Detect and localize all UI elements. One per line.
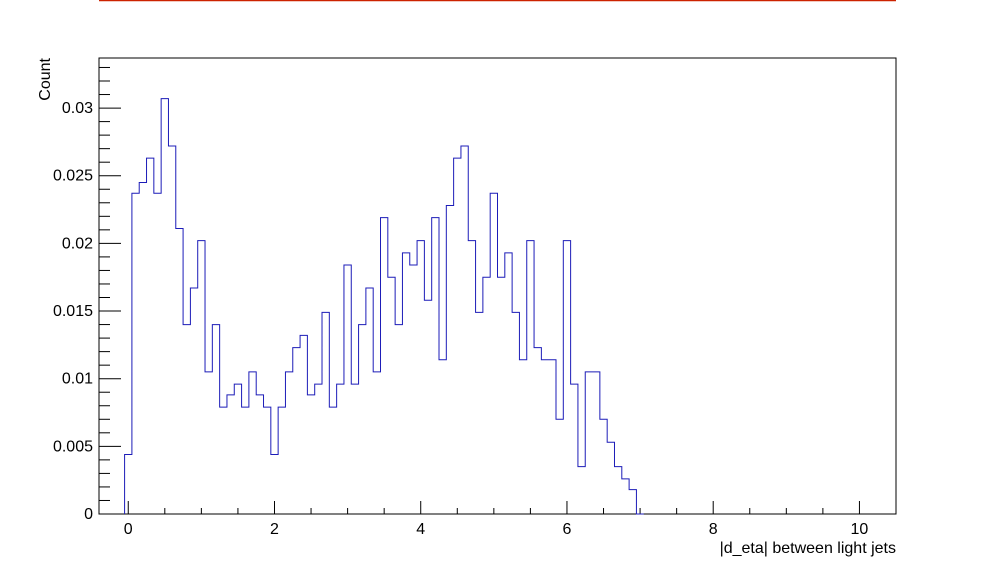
histogram-bin — [505, 253, 512, 514]
histogram-bin — [168, 146, 175, 514]
histogram-bin — [293, 348, 300, 514]
histogram-bin — [242, 407, 249, 514]
histogram-bin — [190, 288, 197, 514]
y-tick-label: 0 — [84, 506, 93, 523]
histogram-bin — [556, 419, 563, 514]
histogram-bin — [483, 277, 490, 514]
histogram-bin — [183, 325, 190, 514]
histogram-bin — [154, 193, 161, 514]
histogram-bin — [212, 325, 219, 514]
y-axis-ticks — [99, 66, 121, 515]
histogram-bin — [359, 325, 366, 514]
histogram-bin — [614, 467, 621, 514]
y-axis-tick-labels: 0 0.005 0.01 0.015 0.02 0.025 0.03 — [53, 100, 93, 523]
histogram-bin — [256, 395, 263, 514]
histogram-bin — [227, 395, 234, 514]
histogram-bin — [322, 312, 329, 514]
histogram-bin — [534, 348, 541, 514]
histogram-bin — [417, 241, 424, 514]
histogram-bin — [132, 193, 139, 514]
histogram-bin — [607, 442, 614, 514]
histogram-bin — [585, 372, 592, 514]
histogram-bin — [337, 384, 344, 514]
histogram-bin — [395, 325, 402, 514]
histogram-bin — [512, 312, 519, 514]
y-tick-label: 0.01 — [62, 371, 93, 388]
histogram-bin — [205, 372, 212, 514]
histogram-bin — [563, 241, 570, 514]
x-axis-tick-labels: 0 2 4 6 8 10 — [124, 521, 869, 538]
histogram-bin — [541, 360, 548, 514]
y-tick-label: 0.02 — [62, 235, 93, 252]
y-tick-label: 0.015 — [53, 303, 93, 320]
x-axis-ticks — [127, 501, 860, 514]
x-tick-label: 4 — [416, 521, 425, 538]
histogram-bin — [351, 384, 358, 514]
histogram-bin — [549, 360, 556, 514]
histogram-bin — [476, 312, 483, 514]
plot-frame — [98, 57, 897, 515]
histogram-bin — [439, 360, 446, 514]
x-tick-label: 10 — [851, 521, 869, 538]
histogram-bin — [468, 241, 475, 514]
histogram-bin — [176, 228, 183, 514]
x-tick-label: 8 — [709, 521, 718, 538]
histogram-bin — [461, 146, 468, 514]
histogram-series-line — [124, 98, 644, 515]
histogram-bin — [571, 384, 578, 514]
y-tick-label: 0.025 — [53, 168, 93, 185]
histogram-bin — [578, 467, 585, 514]
histogram-bin — [198, 241, 205, 514]
y-tick-label: 0.03 — [62, 100, 93, 117]
histogram-bin — [593, 372, 600, 514]
histogram-bin — [600, 419, 607, 514]
histogram-bin — [264, 407, 271, 514]
histogram-bin — [344, 265, 351, 514]
histogram-bin — [300, 335, 307, 514]
histogram-bin — [234, 384, 241, 514]
histogram-bin — [402, 253, 409, 514]
histogram-bin — [454, 158, 461, 514]
histogram-bin — [446, 205, 453, 514]
x-tick-label: 0 — [124, 521, 133, 538]
histogram-bin — [410, 265, 417, 514]
histogram-bin — [424, 300, 431, 514]
histogram-bin — [373, 372, 380, 514]
histogram-bin — [220, 407, 227, 514]
histogram-bin — [139, 182, 146, 514]
y-axis-title: Count — [37, 57, 54, 100]
histogram-bin — [432, 218, 439, 514]
histogram-bin — [381, 218, 388, 514]
y-tick-label: 0.005 — [53, 438, 93, 455]
histogram-bin — [278, 407, 285, 514]
x-tick-label: 6 — [563, 521, 572, 538]
histogram-bin — [622, 479, 629, 514]
histogram-bin — [329, 407, 336, 514]
histogram-bin — [147, 158, 154, 514]
histogram-bin — [315, 384, 322, 514]
histogram-bin — [161, 99, 168, 514]
histogram-bin — [285, 372, 292, 514]
histogram-bin — [249, 372, 256, 514]
histogram-bin — [307, 395, 314, 514]
histogram-bin — [629, 490, 636, 514]
histogram-bin — [498, 277, 505, 514]
histogram-bin — [527, 241, 534, 514]
x-tick-label: 2 — [270, 521, 279, 538]
histogram-bin — [388, 277, 395, 514]
histogram-bin — [366, 288, 373, 514]
histogram-bin — [519, 360, 526, 514]
histogram-bin — [490, 193, 497, 514]
x-axis-title: |d_eta| between light jets — [720, 540, 896, 557]
